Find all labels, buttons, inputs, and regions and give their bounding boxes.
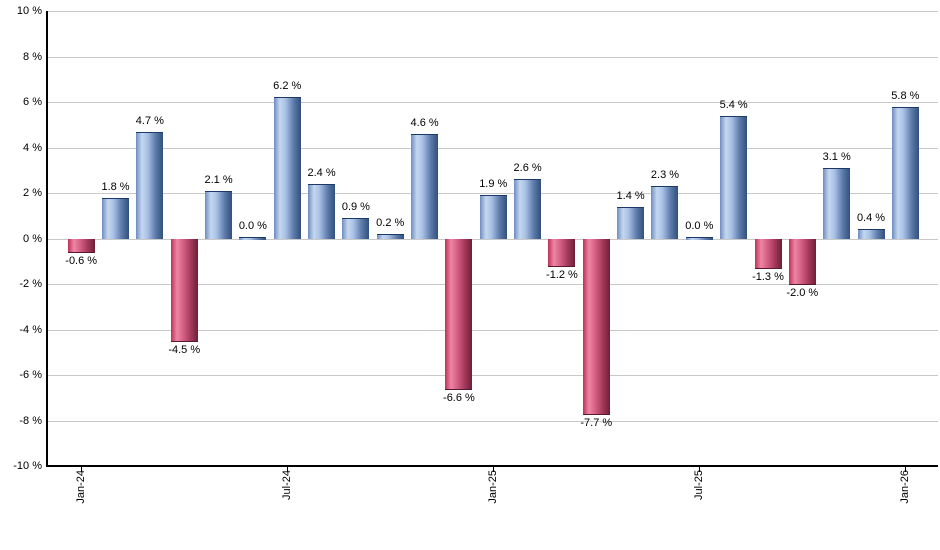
- bar-value-label: 2.3 %: [650, 169, 680, 182]
- bar-value-label: 0.4 %: [856, 212, 886, 225]
- bar: [102, 197, 130, 240]
- y-axis-tick-label: 6 %: [23, 96, 42, 108]
- bar: [273, 97, 301, 240]
- gridline: [48, 375, 938, 376]
- x-axis-tick: [492, 467, 494, 472]
- bar: [445, 238, 473, 390]
- y-axis-tick-label: 2 %: [23, 187, 42, 199]
- y-axis-tick-label: -6 %: [19, 369, 42, 381]
- y-axis-tick-label: 0 %: [23, 232, 42, 245]
- y-axis-tick-label: 10 %: [16, 5, 42, 17]
- bar-value-label: 5.4 %: [719, 98, 748, 111]
- bar: [342, 218, 370, 240]
- bar: [205, 190, 233, 240]
- y-axis-tick-label: -8 %: [19, 414, 42, 427]
- gridline: [48, 147, 938, 149]
- bar: [582, 238, 610, 415]
- x-axis-tick-label: Jul-25: [693, 470, 706, 500]
- bar-value-label: -6.6 %: [443, 391, 475, 404]
- bar: [170, 238, 198, 342]
- gridline: [48, 284, 938, 285]
- y-axis-line: [46, 11, 48, 467]
- bar: [411, 133, 439, 240]
- bar: [376, 233, 404, 240]
- bar-value-label: -7.7 %: [580, 416, 613, 429]
- bar: [720, 115, 748, 240]
- bar: [514, 179, 542, 240]
- bar: [67, 238, 95, 254]
- bar: [548, 238, 576, 267]
- bar-value-label: 1.9 %: [479, 178, 508, 191]
- bar: [239, 237, 267, 240]
- x-axis-tick: [80, 467, 82, 472]
- bar-value-label: 3.1 %: [822, 150, 851, 163]
- x-axis-tick-label: Jan-24: [75, 470, 88, 504]
- x-axis-tick-label: Jul-24: [281, 470, 294, 500]
- gridline: [48, 11, 938, 12]
- bar-value-label: -1.3 %: [752, 271, 784, 284]
- bar-value-label: 0.2 %: [376, 216, 405, 229]
- x-axis-tick: [904, 467, 906, 472]
- bar-value-label: 2.6 %: [513, 162, 542, 175]
- bar: [823, 167, 851, 240]
- bar-value-label: 0.9 %: [341, 201, 370, 214]
- bar-value-label: 0.0 %: [685, 220, 714, 232]
- gridline: [48, 193, 938, 194]
- x-axis-line: [46, 465, 938, 467]
- bar: [651, 186, 679, 240]
- bar: [617, 206, 645, 240]
- gridline: [48, 420, 938, 422]
- bar-value-label: -0.6 %: [65, 255, 98, 268]
- bar-value-label: 0.0 %: [238, 220, 267, 232]
- y-axis-tick-label: 4 %: [23, 141, 42, 154]
- bar: [479, 195, 507, 240]
- bar-value-label: 1.8 %: [101, 180, 130, 193]
- gridline: [48, 329, 938, 331]
- y-axis-tick-label: -10 %: [13, 460, 42, 472]
- bar-value-label: 2.4 %: [307, 166, 336, 179]
- x-axis-tick-label: Jan-25: [487, 470, 500, 504]
- bar-value-label: 6.2 %: [273, 80, 302, 93]
- bar-value-label: -1.2 %: [546, 268, 578, 281]
- bar-value-label: 1.4 %: [616, 189, 645, 202]
- bar: [788, 238, 816, 285]
- bar: [857, 229, 885, 240]
- bar-value-label: -4.5 %: [168, 343, 201, 356]
- bar-value-label: 4.6 %: [410, 116, 439, 129]
- bar: [136, 131, 164, 240]
- x-axis-tick: [286, 467, 288, 472]
- y-axis-tick-label: 8 %: [23, 50, 42, 63]
- bar-value-label: -2.0 %: [786, 287, 819, 299]
- bar-value-label: 2.1 %: [204, 173, 233, 186]
- y-axis-tick-label: -2 %: [19, 278, 42, 290]
- gridline: [48, 56, 938, 58]
- bar: [685, 237, 713, 240]
- bar-value-label: 5.8 %: [891, 89, 920, 102]
- bar: [754, 238, 782, 270]
- bar-value-label: 4.7 %: [135, 114, 164, 127]
- y-axis-tick-label: -4 %: [19, 323, 42, 336]
- gridline: [48, 102, 938, 103]
- bar: [891, 106, 919, 240]
- bar: [308, 183, 336, 240]
- x-axis-tick-label: Jan-26: [899, 470, 912, 504]
- x-axis-tick: [698, 467, 700, 472]
